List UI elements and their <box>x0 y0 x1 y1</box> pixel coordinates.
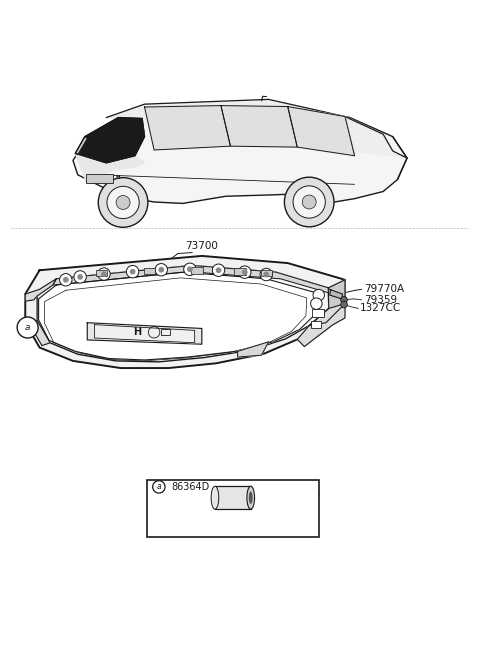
Bar <box>144 268 155 274</box>
Polygon shape <box>95 325 195 343</box>
Ellipse shape <box>249 491 252 504</box>
Circle shape <box>187 267 193 272</box>
Polygon shape <box>37 265 329 362</box>
Text: H: H <box>116 175 120 179</box>
Bar <box>261 271 272 276</box>
Circle shape <box>311 298 322 309</box>
Circle shape <box>60 274 72 286</box>
Circle shape <box>260 269 273 281</box>
Circle shape <box>107 186 139 219</box>
Polygon shape <box>25 256 345 368</box>
Circle shape <box>74 271 86 283</box>
Circle shape <box>116 196 130 210</box>
Bar <box>311 321 321 328</box>
Circle shape <box>216 267 221 273</box>
Polygon shape <box>38 272 317 360</box>
Text: a: a <box>25 323 30 332</box>
Polygon shape <box>238 342 269 357</box>
Circle shape <box>98 268 110 280</box>
Polygon shape <box>25 320 50 346</box>
Bar <box>215 486 251 509</box>
Text: 73700: 73700 <box>185 241 218 251</box>
Circle shape <box>302 195 316 209</box>
Polygon shape <box>53 265 333 294</box>
Circle shape <box>153 481 165 493</box>
Polygon shape <box>107 100 407 158</box>
Circle shape <box>17 317 38 338</box>
Bar <box>86 174 113 183</box>
Circle shape <box>341 297 348 303</box>
Circle shape <box>63 277 69 283</box>
Polygon shape <box>297 304 345 346</box>
Ellipse shape <box>211 486 219 509</box>
Text: 1327CC: 1327CC <box>360 303 401 313</box>
Bar <box>312 309 324 317</box>
Circle shape <box>284 177 334 227</box>
Circle shape <box>77 274 83 280</box>
Circle shape <box>341 301 348 308</box>
Polygon shape <box>144 105 230 150</box>
Circle shape <box>126 265 139 278</box>
Text: 86364D: 86364D <box>172 482 210 492</box>
Text: H: H <box>133 328 142 337</box>
Bar <box>96 270 108 276</box>
Circle shape <box>313 290 324 301</box>
Bar <box>234 269 246 274</box>
Polygon shape <box>75 117 144 163</box>
Circle shape <box>98 178 148 227</box>
Polygon shape <box>330 290 343 299</box>
Text: a: a <box>156 482 161 491</box>
Polygon shape <box>75 137 87 155</box>
Polygon shape <box>309 280 345 326</box>
Bar <box>147 480 319 538</box>
Circle shape <box>184 263 196 276</box>
Bar <box>192 267 203 274</box>
Polygon shape <box>288 107 355 156</box>
Polygon shape <box>221 105 297 147</box>
Circle shape <box>264 272 269 277</box>
Text: 79359: 79359 <box>364 295 397 305</box>
Polygon shape <box>87 323 202 345</box>
Text: 79770A: 79770A <box>364 284 404 294</box>
Bar <box>161 329 170 335</box>
Ellipse shape <box>247 486 254 509</box>
Circle shape <box>158 267 164 272</box>
Polygon shape <box>75 153 144 182</box>
Circle shape <box>242 269 248 275</box>
Circle shape <box>155 263 168 276</box>
Polygon shape <box>25 279 56 301</box>
Polygon shape <box>73 101 407 204</box>
Circle shape <box>239 266 251 278</box>
Circle shape <box>130 269 135 274</box>
Circle shape <box>212 264 225 276</box>
Circle shape <box>293 186 325 218</box>
Circle shape <box>101 271 107 277</box>
